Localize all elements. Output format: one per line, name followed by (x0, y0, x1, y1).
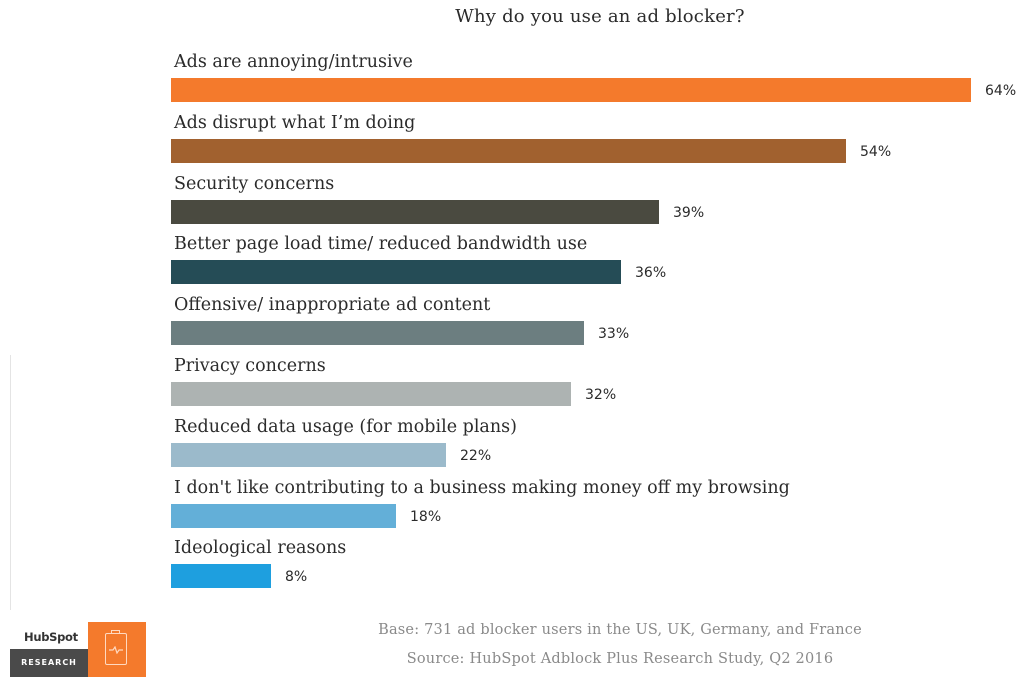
hubspot-logo: HubSpot RESEARCH (10, 620, 88, 677)
bar-label: Ads are annoying/intrusive (174, 52, 413, 72)
bar-label: Privacy concerns (174, 356, 326, 376)
divider (10, 355, 11, 610)
bar-value-label: 64% (985, 83, 1017, 99)
bar-label: Reduced data usage (for mobile plans) (174, 416, 517, 437)
bar (171, 564, 271, 589)
bar (171, 382, 571, 406)
bar-label: Offensive/ inappropriate ad content (174, 295, 491, 316)
bar-label: Better page load time/ reduced bandwidth… (174, 234, 588, 255)
bar-chart: Ads are annoying/intrusive 64% Ads disrupt… (171, 52, 1017, 589)
bar-value-label: 22% (460, 447, 492, 464)
bar-label: Ideological reasons (174, 538, 347, 559)
bar (171, 260, 621, 285)
bar (171, 199, 659, 224)
bar-value-label: 54% (860, 143, 892, 160)
bar-value-label: 36% (635, 265, 667, 282)
bar (171, 503, 396, 528)
logo-subbrand: RESEARCH (10, 649, 88, 677)
bar (171, 78, 971, 102)
research-badge (88, 622, 146, 677)
bar-value-label: 32% (585, 387, 617, 403)
bar-value-label: 18% (410, 508, 442, 525)
source-note: Source: HubSpot Adblock Plus Research St… (406, 651, 834, 667)
document-pulse-icon (105, 630, 127, 665)
base-note: Base: 731 ad blocker users in the US, UK… (378, 622, 862, 638)
bar-value-label: 33% (598, 326, 630, 343)
bar (171, 138, 846, 163)
bar-value-label: 39% (673, 204, 705, 221)
bar-label: Ads disrupt what I’m doing (174, 112, 416, 133)
logo-brand: HubSpot (24, 630, 78, 644)
bar-label: I don't like contributing to a business … (174, 477, 790, 498)
bar (171, 442, 446, 467)
chart-title: Why do you use an ad blocker? (455, 6, 745, 27)
bar (171, 321, 584, 346)
bar-label: Security concerns (174, 173, 335, 194)
bar-value-label: 8% (285, 569, 308, 586)
